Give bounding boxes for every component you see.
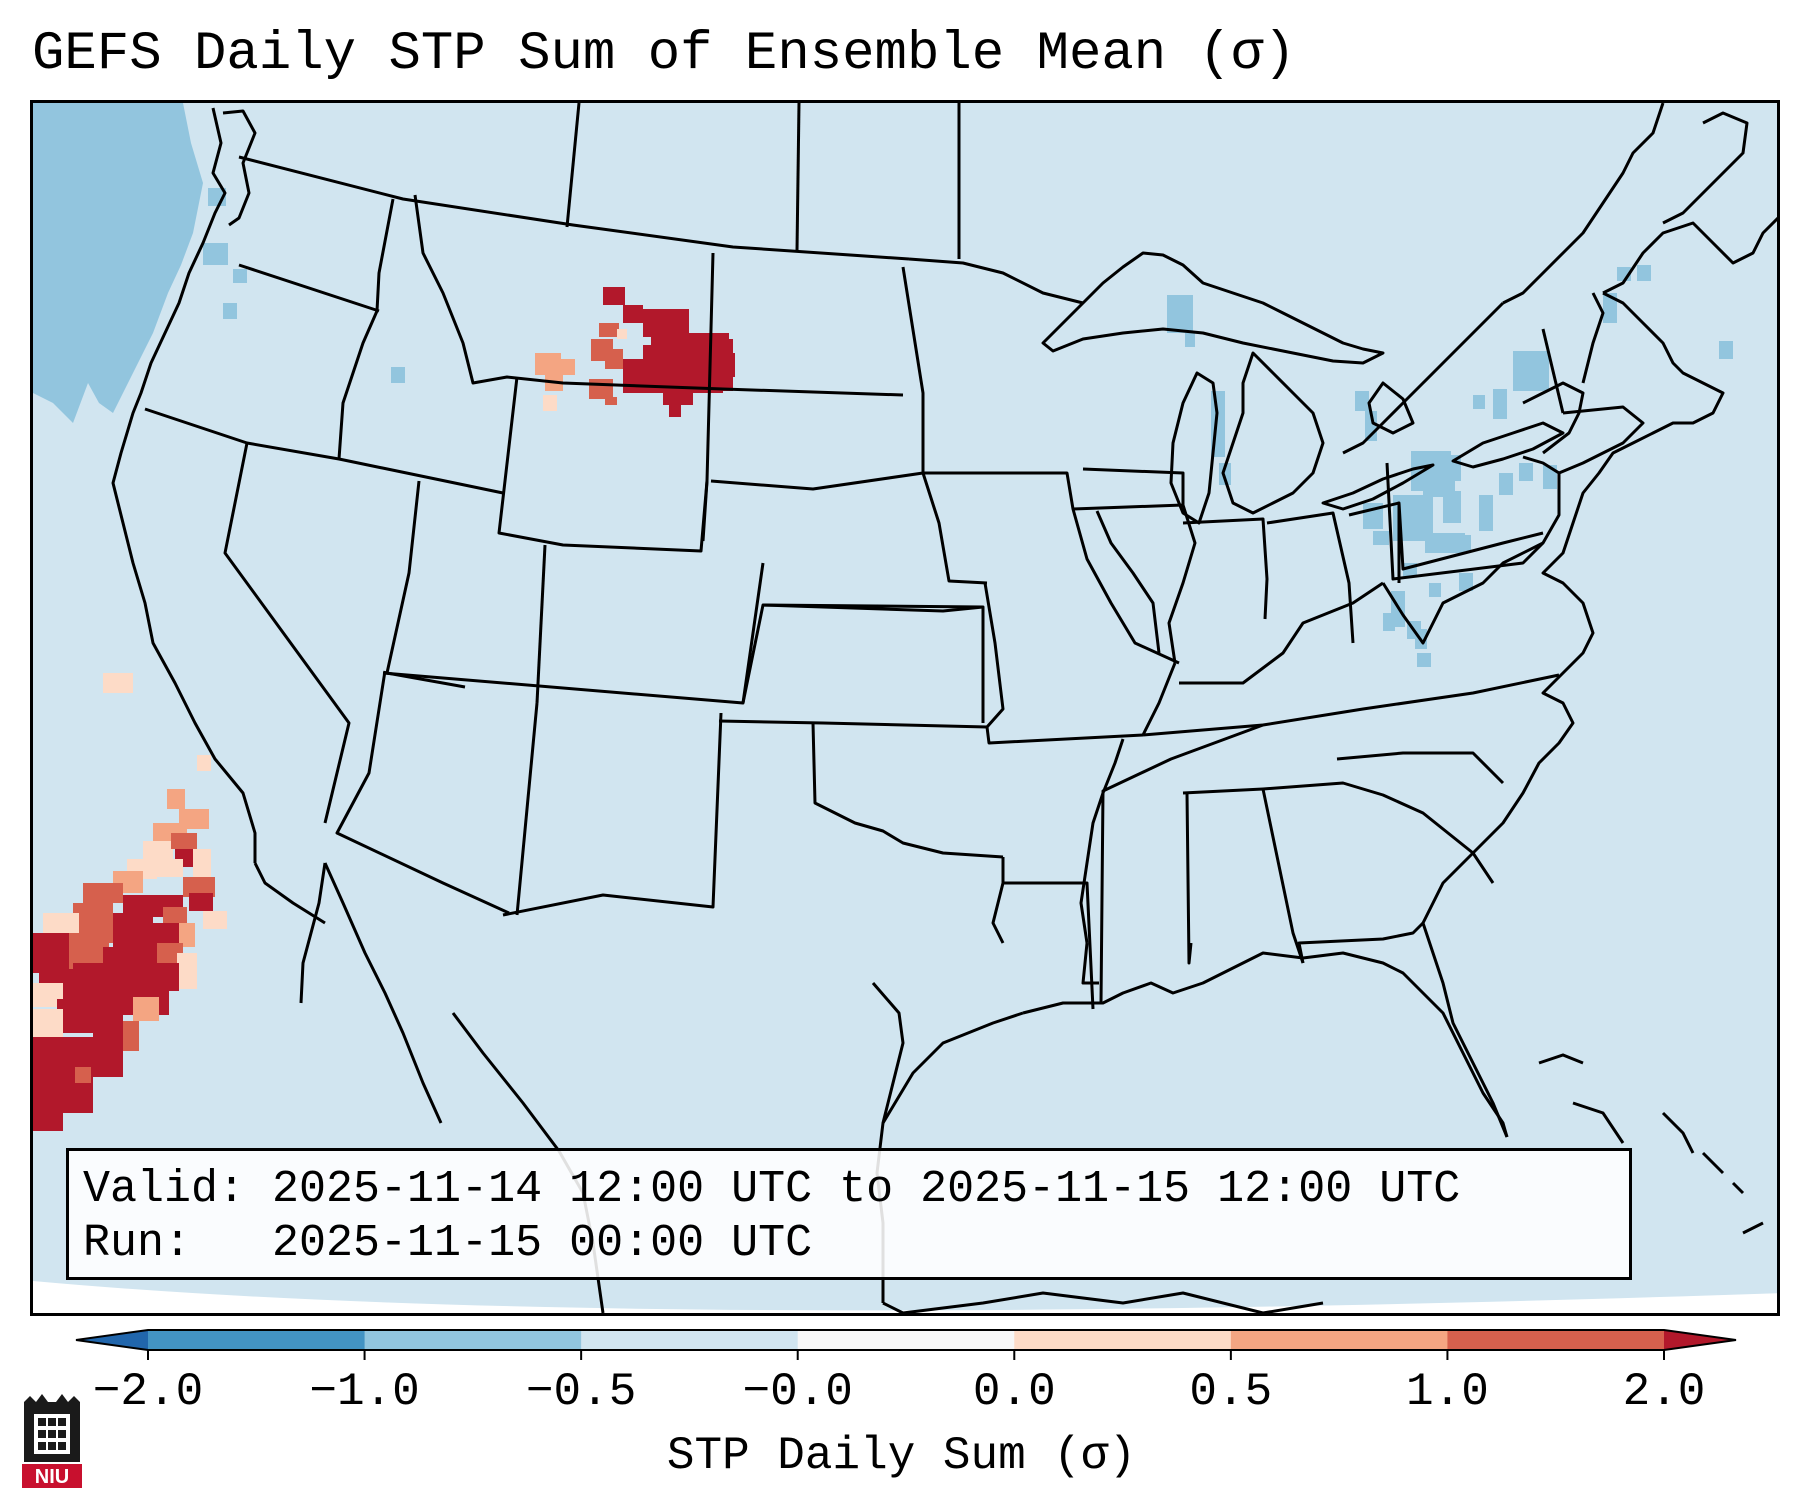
caribbean-islands xyxy=(1538,1053,1764,1235)
colorbar-tick: 2.0 xyxy=(1622,1366,1706,1418)
colorbar-bin xyxy=(364,1330,582,1350)
valid-time-text: Valid: 2025-11-14 12:00 UTC to 2025-11-1… xyxy=(83,1164,1461,1215)
colorbar xyxy=(75,1329,1737,1360)
negative-anomaly-region-northeast xyxy=(1167,265,1733,667)
map-canvas xyxy=(33,103,1777,1313)
negative-anomaly-region-pacific xyxy=(33,103,405,423)
university-tower-icon xyxy=(22,1394,82,1488)
colorbar-tick: −2.0 xyxy=(92,1366,204,1418)
state-boundaries xyxy=(144,103,1645,1010)
colorbar-label: STP Daily Sum (σ) xyxy=(666,1430,1137,1482)
colorbar-tick: −0.5 xyxy=(525,1366,637,1418)
niu-logo-text: NIU xyxy=(35,1466,69,1488)
colorbar-under-arrow xyxy=(76,1330,148,1350)
map-panel xyxy=(30,100,1780,1316)
colorbar-tick: −0.0 xyxy=(742,1366,853,1418)
niu-logo: NIU xyxy=(22,1394,82,1488)
map-title: GEFS Daily STP Sum of Ensemble Mean (σ) xyxy=(32,24,1296,85)
run-time-text: Run: 2025-11-15 00:00 UTC xyxy=(83,1218,813,1269)
colorbar-bin xyxy=(1447,1330,1665,1350)
projection-background xyxy=(33,103,1777,1313)
colorbar-bin xyxy=(581,1330,799,1350)
validity-info-box: Valid: 2025-11-14 12:00 UTC to 2025-11-1… xyxy=(66,1148,1632,1280)
colorbar-bin xyxy=(148,1330,366,1350)
colorbar-tick: 1.0 xyxy=(1406,1366,1489,1418)
colorbar-tick: −1.0 xyxy=(309,1366,420,1418)
colorbar-tick-labels: −2.0 −1.0 −0.5 −0.0 0.0 0.5 1.0 2.0 xyxy=(0,1364,1803,1424)
positive-anomaly-cluster-pacific xyxy=(33,673,227,1131)
colorbar-bin xyxy=(1230,1330,1448,1350)
colorbar-bins xyxy=(75,1329,1737,1360)
colorbar-bin xyxy=(797,1330,1015,1350)
colorbar-over-arrow xyxy=(1664,1330,1736,1350)
colorbar-tick: 0.0 xyxy=(972,1366,1056,1418)
colorbar-tick: 0.5 xyxy=(1189,1366,1273,1418)
colorbar-bin xyxy=(1014,1330,1232,1350)
projection-edge xyxy=(33,1281,1777,1313)
